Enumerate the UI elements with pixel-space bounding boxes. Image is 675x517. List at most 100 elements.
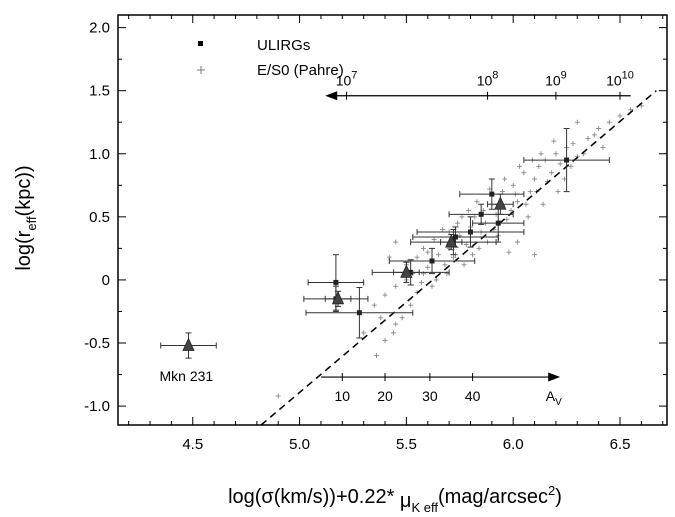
es0-point xyxy=(574,119,580,125)
mass-arrow-label: 109 xyxy=(545,70,567,89)
x-axis-title-mu: μ xyxy=(400,490,412,512)
ulirg-marker xyxy=(356,310,362,316)
es0-point xyxy=(433,277,439,283)
es0-point xyxy=(568,163,574,169)
es0-point xyxy=(557,161,563,167)
ulirg-marker xyxy=(467,229,473,235)
es0-point xyxy=(514,239,520,245)
axis-ticks xyxy=(118,15,667,425)
es0-point xyxy=(476,245,482,251)
es0-point xyxy=(450,254,456,260)
es0-point xyxy=(508,208,514,214)
x-axis-title-mu-sub: K eff xyxy=(411,500,438,515)
x-tick-label: 5.0 xyxy=(289,436,310,453)
es0-point xyxy=(382,337,388,343)
es0-point xyxy=(465,208,471,214)
y-tick-label: 1.0 xyxy=(89,146,110,163)
x-tick-label: 4.5 xyxy=(182,436,203,453)
es0-point xyxy=(408,302,414,308)
mass-arrow-label: 107 xyxy=(336,70,358,89)
es0-point xyxy=(463,242,469,248)
es0-point xyxy=(606,119,612,125)
es0-point xyxy=(596,126,602,132)
es0-point xyxy=(523,201,529,207)
mass-arrow-label: 108 xyxy=(477,70,499,89)
es0-point xyxy=(553,151,559,157)
es0-point xyxy=(549,170,555,176)
ulirg-marker xyxy=(429,258,435,264)
es0-point xyxy=(461,262,467,268)
mass-arrow-label-base: 10 xyxy=(545,73,561,89)
es0-point xyxy=(435,252,441,258)
es0-point xyxy=(470,252,476,258)
es0-point xyxy=(591,132,597,138)
es0-point xyxy=(414,254,420,260)
x-axis-title-tail: (mag/arcsec xyxy=(438,486,548,508)
es0-point xyxy=(540,201,546,207)
y-axis-title: log(reff(kpc)) xyxy=(13,165,39,270)
legend-label-es0: E/S0 (Pahre) xyxy=(257,62,344,79)
mass-arrow: 107 108 109 1010 xyxy=(325,70,634,101)
y-tick-label: -1.0 xyxy=(84,398,110,415)
es0-point xyxy=(393,321,399,327)
es0-point xyxy=(617,113,623,119)
ulirg-marker xyxy=(478,211,484,217)
es0-point xyxy=(551,138,557,144)
mass-arrow-label-exp: 9 xyxy=(561,70,567,82)
triangle-marker xyxy=(182,337,195,351)
av-arrow-label: AV xyxy=(546,388,562,408)
fit-line xyxy=(260,90,657,426)
plot-frame xyxy=(117,14,668,426)
es0-point xyxy=(391,330,397,336)
av-arrow: 10 20 30 40 AV xyxy=(320,372,562,408)
es0-point xyxy=(514,199,520,205)
es0-point xyxy=(506,249,512,255)
es0-point xyxy=(418,279,424,285)
es0-point xyxy=(502,176,508,182)
mass-arrow-label-base: 10 xyxy=(336,73,352,89)
es0-point xyxy=(382,292,388,298)
av-arrow-head xyxy=(548,372,561,382)
av-arrow-label-main: A xyxy=(546,388,556,404)
es0-point xyxy=(536,163,542,169)
es0-point xyxy=(504,216,510,222)
x-tick-label: 6.5 xyxy=(610,436,631,453)
es0-point xyxy=(420,245,426,251)
y-tick-labels: -1.0 -0.5 0 0.5 1.0 1.5 2.0 xyxy=(84,20,110,415)
ulirg-marker xyxy=(453,234,459,240)
ulirg-marker xyxy=(564,157,570,163)
es0-point xyxy=(373,353,379,359)
x-tick-labels: 4.5 5.0 5.5 6.0 6.5 xyxy=(182,436,630,453)
fit-line-layer xyxy=(260,90,657,426)
es0-point xyxy=(431,237,437,243)
x-axis-title-main: log(σ(km/s))+0.22* xyxy=(228,486,394,508)
mass-arrow-label-exp: 8 xyxy=(492,70,498,82)
es0-point xyxy=(555,189,561,195)
es0-point xyxy=(361,330,367,336)
es0-points xyxy=(275,103,644,399)
es0-point xyxy=(517,163,523,169)
mass-arrow-label-base: 10 xyxy=(606,73,622,89)
es0-point xyxy=(425,249,431,255)
triangle-marker xyxy=(400,264,413,278)
av-arrow-tick-label: 30 xyxy=(422,388,438,404)
ulirg-marker xyxy=(489,191,495,197)
es0-point xyxy=(275,393,281,399)
es0-point xyxy=(600,144,606,150)
x-tick-label: 6.0 xyxy=(503,436,524,453)
es0-point xyxy=(570,141,576,147)
triangle-marker xyxy=(445,234,458,248)
es0-point xyxy=(532,252,538,258)
av-arrow-label-sub: V xyxy=(555,397,562,408)
triangle-points xyxy=(160,193,514,359)
x-axis-title-sup: 2 xyxy=(548,483,555,498)
es0-point xyxy=(440,226,446,232)
es0-point xyxy=(425,264,431,270)
es0-point xyxy=(510,182,516,188)
es0-point xyxy=(500,189,506,195)
es0-point xyxy=(474,199,480,205)
triangle-marker xyxy=(331,290,345,305)
es0-point xyxy=(532,176,538,182)
es0-point xyxy=(371,302,377,308)
